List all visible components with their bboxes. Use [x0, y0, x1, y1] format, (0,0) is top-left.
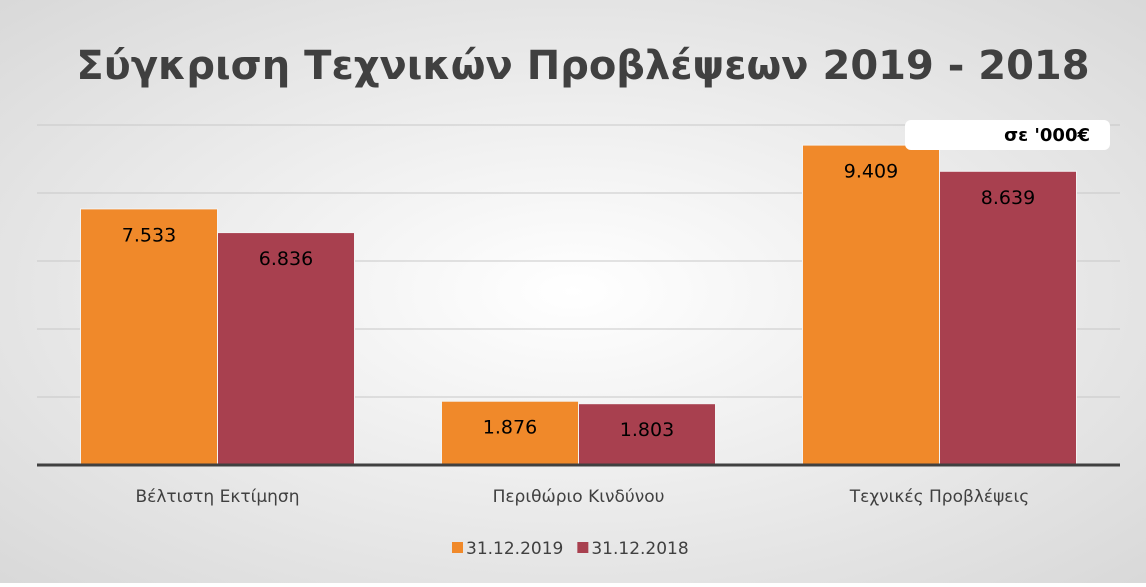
x-tick-label: Βέλτιστη Εκτίμηση	[136, 487, 300, 507]
annotation-box	[905, 120, 1110, 150]
value-label: 9.409	[844, 161, 898, 183]
value-label: 8.639	[981, 187, 1035, 209]
legend-swatch	[452, 542, 463, 553]
bar	[80, 208, 218, 466]
bar	[217, 232, 355, 466]
x-tick-label: Περιθώριο Κινδύνου	[493, 487, 665, 507]
value-label: 1.876	[483, 417, 537, 439]
bar	[939, 170, 1077, 466]
chart-title: Σύγκριση Τεχνικών Προβλέψεων 2019 - 2018	[76, 43, 1089, 89]
annotation: σε '000€	[1004, 125, 1090, 146]
legend-swatch	[577, 542, 589, 553]
value-label: 1.803	[620, 419, 674, 441]
bar	[802, 144, 940, 466]
legend-label: 31.12.2018	[591, 539, 688, 559]
value-label: 7.533	[122, 224, 176, 246]
legend-label: 31.12.2019	[466, 539, 563, 559]
value-label: 6.836	[259, 248, 313, 270]
x-tick-label: Τεχνικές Προβλέψεις	[849, 487, 1029, 507]
